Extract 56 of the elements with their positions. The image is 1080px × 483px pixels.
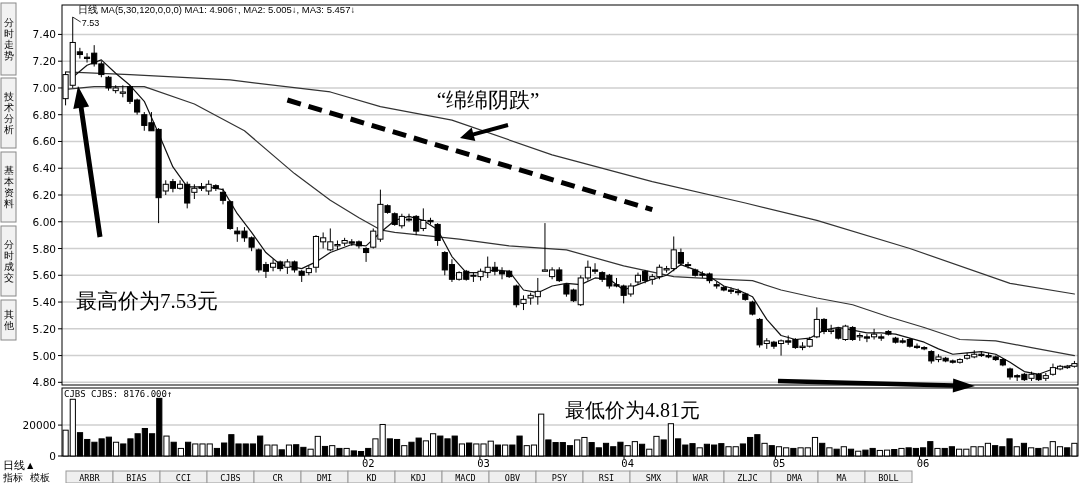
y-tick-label: 7.00: [32, 81, 56, 94]
text: 分时成交: [3, 239, 14, 283]
candlestick: [363, 246, 370, 263]
y-tick-label: 7.20: [32, 55, 56, 68]
text: KDJ: [410, 473, 427, 483]
x-tick-label: 06: [916, 457, 930, 469]
y-tick-label: 6.20: [32, 189, 56, 201]
annotation: “绵绵阴跌”: [436, 88, 540, 112]
text: 基本资料: [3, 165, 14, 209]
annotation: 最高价为7.53元: [76, 289, 218, 313]
text: RSI: [598, 473, 615, 483]
text: KD: [366, 473, 377, 483]
annotation: CJBS CJBS: 8176.000↑: [64, 389, 173, 399]
x-tick-label: 04: [621, 457, 634, 469]
y-tick-label: 7.40: [32, 28, 56, 41]
x-tick-label: 05: [772, 457, 786, 469]
annotation: 7.53: [81, 18, 100, 29]
text: BIAS: [126, 473, 147, 483]
text: OBV: [504, 473, 521, 483]
text: CJBS: [220, 473, 241, 483]
candlestick: [434, 222, 441, 247]
text: CCI: [175, 473, 192, 483]
text: ZLJC: [737, 473, 758, 483]
text: MA: [836, 473, 847, 483]
y-tick-label: 20000: [22, 419, 56, 432]
text: WAR: [692, 473, 710, 483]
y-tick-label: 5.80: [32, 242, 56, 255]
text: 日线▲: [3, 459, 36, 471]
x-tick-label: 02: [361, 457, 375, 469]
y-tick-label: 4.80: [32, 376, 56, 389]
y-tick-label: 5.20: [32, 322, 56, 335]
y-tick-label: 0: [49, 450, 56, 462]
text: SMX: [645, 473, 663, 483]
y-tick-label: 6.60: [32, 135, 56, 148]
text: DMI: [316, 473, 333, 483]
text: 技术分析: [2, 91, 14, 135]
chart-title: 日线 MA(5,30,120,0,0,0) MA1: 4.906↑, MA2: 5.005↓, MA3: 5.457↓: [78, 4, 356, 15]
text: DMA: [786, 473, 803, 483]
text: ARBR: [79, 473, 101, 483]
candlestick: [684, 261, 692, 270]
text: 模板: [30, 472, 50, 483]
text: PSY: [551, 473, 568, 483]
y-tick-label: 5.60: [32, 269, 56, 282]
annotation: 最低价为4.81元: [565, 399, 700, 421]
text: MACD: [455, 473, 476, 483]
y-tick-label: 6.40: [32, 162, 56, 175]
y-tick-label: 5.40: [32, 296, 56, 309]
text: 分时走势: [3, 17, 14, 61]
y-tick-label: 6.80: [32, 108, 56, 121]
text: 指标: [2, 472, 23, 483]
x-tick-label: 03: [477, 457, 490, 469]
text: 其他: [3, 309, 14, 331]
text: CR: [272, 473, 284, 483]
text: BOLL: [878, 473, 899, 483]
y-tick-label: 5.00: [32, 349, 56, 362]
y-tick-label: 6.00: [32, 215, 56, 228]
